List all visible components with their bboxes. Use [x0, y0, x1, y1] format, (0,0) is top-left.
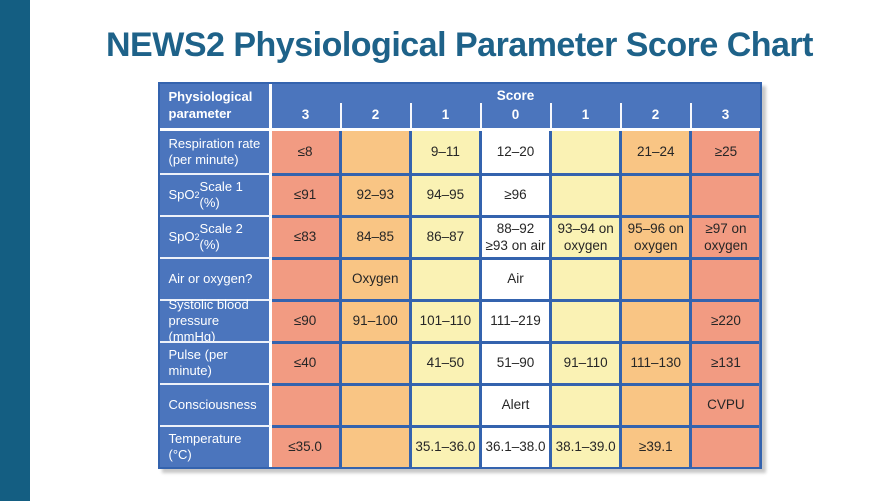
row-label: Pulse (per minute)	[159, 341, 272, 383]
row-label: Respiration rate (per minute)	[159, 131, 272, 173]
score-cell: 12–20	[478, 131, 550, 173]
score-cell: 91–110	[549, 341, 620, 383]
score-cell: 88–92 ≥93 on air	[478, 215, 550, 257]
news2-score-table: Physiological parameter Score 3 2 1 0 1 …	[157, 82, 762, 469]
score-cell: Oxygen	[338, 257, 409, 299]
row-label-text: Temperature (°C)	[168, 430, 242, 462]
row-label-text: SpO	[168, 228, 195, 244]
score-cell: Alert	[478, 383, 550, 425]
page-title: NEWS2 Physiological Parameter Score Char…	[106, 26, 813, 64]
score-cell: 9–11	[408, 131, 479, 173]
score-cell	[619, 257, 690, 299]
score-cell	[689, 257, 760, 299]
score-cell	[549, 299, 620, 341]
score-col-header: 3	[689, 103, 760, 128]
table-header-row: Physiological parameter Score 3 2 1 0 1 …	[159, 84, 760, 131]
score-cell	[271, 257, 339, 299]
row-label: Consciousness	[159, 383, 272, 425]
row-label-text: SpO	[168, 186, 195, 202]
score-cell: 36.1–38.0	[478, 425, 550, 467]
score-cell: 101–110	[408, 299, 479, 341]
score-cell: 111–219	[478, 299, 550, 341]
score-cell: 95–96 on oxygen	[619, 215, 690, 257]
table-row: Systolic blood pressure (mmHg) ≤90 91–10…	[159, 297, 760, 344]
score-col-header: 1	[409, 103, 480, 128]
score-col-header: 2	[339, 103, 410, 128]
score-cell: ≥220	[689, 299, 760, 341]
score-cell	[338, 131, 409, 173]
score-cell: 35.1–36.0	[408, 425, 479, 467]
score-cell: 21–24	[619, 131, 690, 173]
score-cell: 91–100	[338, 299, 409, 341]
score-cell	[549, 173, 620, 215]
score-col-header: 1	[549, 103, 620, 128]
score-cell: 41–50	[408, 341, 479, 383]
row-label-text: Scale 2 (%)	[199, 220, 243, 252]
slide-content: NEWS2 Physiological Parameter Score Char…	[30, 0, 889, 501]
score-cell: ≥97 on oxygen	[689, 215, 760, 257]
score-cell: ≤8	[271, 131, 339, 173]
row-label: Air or oxygen?	[159, 257, 272, 299]
row-label: SpO 2 Scale 1 (%)	[159, 173, 272, 215]
row-label-text: Respiration rate (per minute)	[168, 135, 261, 167]
score-cell: 92–93	[338, 173, 409, 215]
row-label-text: Consciousness	[168, 396, 257, 412]
left-accent-bar	[0, 0, 30, 501]
score-cell	[689, 173, 760, 215]
score-cell	[549, 257, 620, 299]
row-label: Systolic blood pressure (mmHg)	[159, 297, 272, 344]
table-row: Consciousness Alert CVPU	[159, 383, 760, 425]
score-cell: ≤91	[271, 173, 339, 215]
score-cell: 51–90	[478, 341, 550, 383]
score-cell: 94–95	[408, 173, 479, 215]
score-cell: 38.1–39.0	[549, 425, 620, 467]
score-header-group: Score 3 2 1 0 1 2 3	[272, 84, 760, 128]
score-cell	[619, 383, 690, 425]
param-column-header: Physiological parameter	[160, 84, 272, 128]
score-cell: 111–130	[619, 341, 690, 383]
score-cell: Air	[478, 257, 550, 299]
table-row: Temperature (°C) ≤35.0 35.1–36.0 36.1–38…	[159, 425, 760, 467]
score-cell: ≤40	[271, 341, 339, 383]
score-cell: ≥96	[478, 173, 550, 215]
score-col-header: 3	[301, 106, 310, 122]
score-cell	[619, 299, 690, 341]
table-row: SpO 2 Scale 1 (%) ≤91 92–93 94–95 ≥96	[159, 173, 760, 215]
table-row: Respiration rate (per minute) ≤8 9–11 12…	[159, 131, 760, 173]
row-label: Temperature (°C)	[159, 425, 272, 467]
score-cell: ≤90	[271, 299, 339, 341]
score-cell: ≥25	[689, 131, 760, 173]
score-cell	[619, 173, 690, 215]
table-row: SpO 2 Scale 2 (%) ≤83 84–85 86–87 88–92 ≥…	[159, 215, 760, 257]
row-label-text: Air or oxygen?	[168, 270, 253, 286]
score-cell	[549, 131, 620, 173]
score-cell: ≤83	[271, 215, 339, 257]
row-label-text: Systolic blood pressure (mmHg)	[168, 296, 249, 345]
score-cell	[689, 425, 760, 467]
score-col-header: 0	[479, 103, 550, 128]
score-cell	[549, 383, 620, 425]
score-cell: ≥131	[689, 341, 760, 383]
score-cell: ≥39.1	[619, 425, 690, 467]
score-cell: ≤35.0	[271, 425, 339, 467]
score-cell	[408, 257, 479, 299]
score-header-label: Score	[496, 88, 535, 103]
score-cell	[271, 383, 339, 425]
score-cell	[338, 383, 409, 425]
row-label-text: Scale 1 (%)	[199, 178, 243, 210]
score-cell	[338, 341, 409, 383]
score-cell	[408, 383, 479, 425]
row-label: SpO 2 Scale 2 (%)	[159, 215, 272, 257]
score-cell: 86–87	[408, 215, 479, 257]
score-col-header: 2	[619, 103, 690, 128]
row-label-text: Pulse (per minute)	[168, 346, 228, 378]
table-row: Air or oxygen? Oxygen Air	[159, 257, 760, 299]
table-row: Pulse (per minute) ≤40 41–50 51–90 91–11…	[159, 341, 760, 383]
score-cell: CVPU	[689, 383, 760, 425]
score-number-row: 3 2 1 0 1 2 3	[272, 103, 760, 128]
score-cell: 84–85	[338, 215, 409, 257]
score-cell: 93–94 on oxygen	[549, 215, 620, 257]
score-cell	[338, 425, 409, 467]
